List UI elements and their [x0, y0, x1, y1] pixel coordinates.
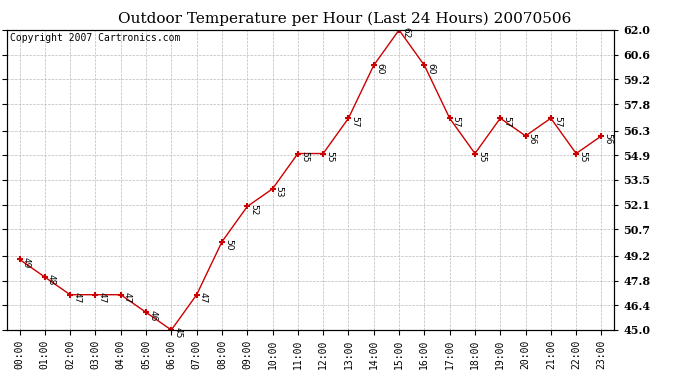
Text: 47: 47: [199, 292, 208, 303]
Text: Outdoor Temperature per Hour (Last 24 Hours) 20070506: Outdoor Temperature per Hour (Last 24 Ho…: [118, 11, 572, 26]
Text: 55: 55: [477, 151, 486, 162]
Text: 52: 52: [249, 204, 258, 215]
Text: 53: 53: [275, 186, 284, 198]
Text: Copyright 2007 Cartronics.com: Copyright 2007 Cartronics.com: [10, 33, 180, 43]
Text: 45: 45: [173, 327, 182, 339]
Text: 49: 49: [21, 257, 30, 268]
Text: 47: 47: [72, 292, 81, 303]
Text: 56: 56: [604, 133, 613, 145]
Text: 46: 46: [148, 310, 157, 321]
Text: 50: 50: [224, 239, 233, 250]
Text: 60: 60: [376, 63, 385, 74]
Text: 57: 57: [553, 116, 562, 127]
Text: 47: 47: [97, 292, 106, 303]
Text: 55: 55: [578, 151, 587, 162]
Text: 57: 57: [502, 116, 511, 127]
Text: 55: 55: [325, 151, 334, 162]
Text: 55: 55: [300, 151, 309, 162]
Text: 57: 57: [351, 116, 359, 127]
Text: 60: 60: [426, 63, 435, 74]
Text: 48: 48: [47, 274, 56, 286]
Text: 62: 62: [401, 27, 410, 39]
Text: 57: 57: [452, 116, 461, 127]
Text: 47: 47: [123, 292, 132, 303]
Text: 56: 56: [528, 133, 537, 145]
